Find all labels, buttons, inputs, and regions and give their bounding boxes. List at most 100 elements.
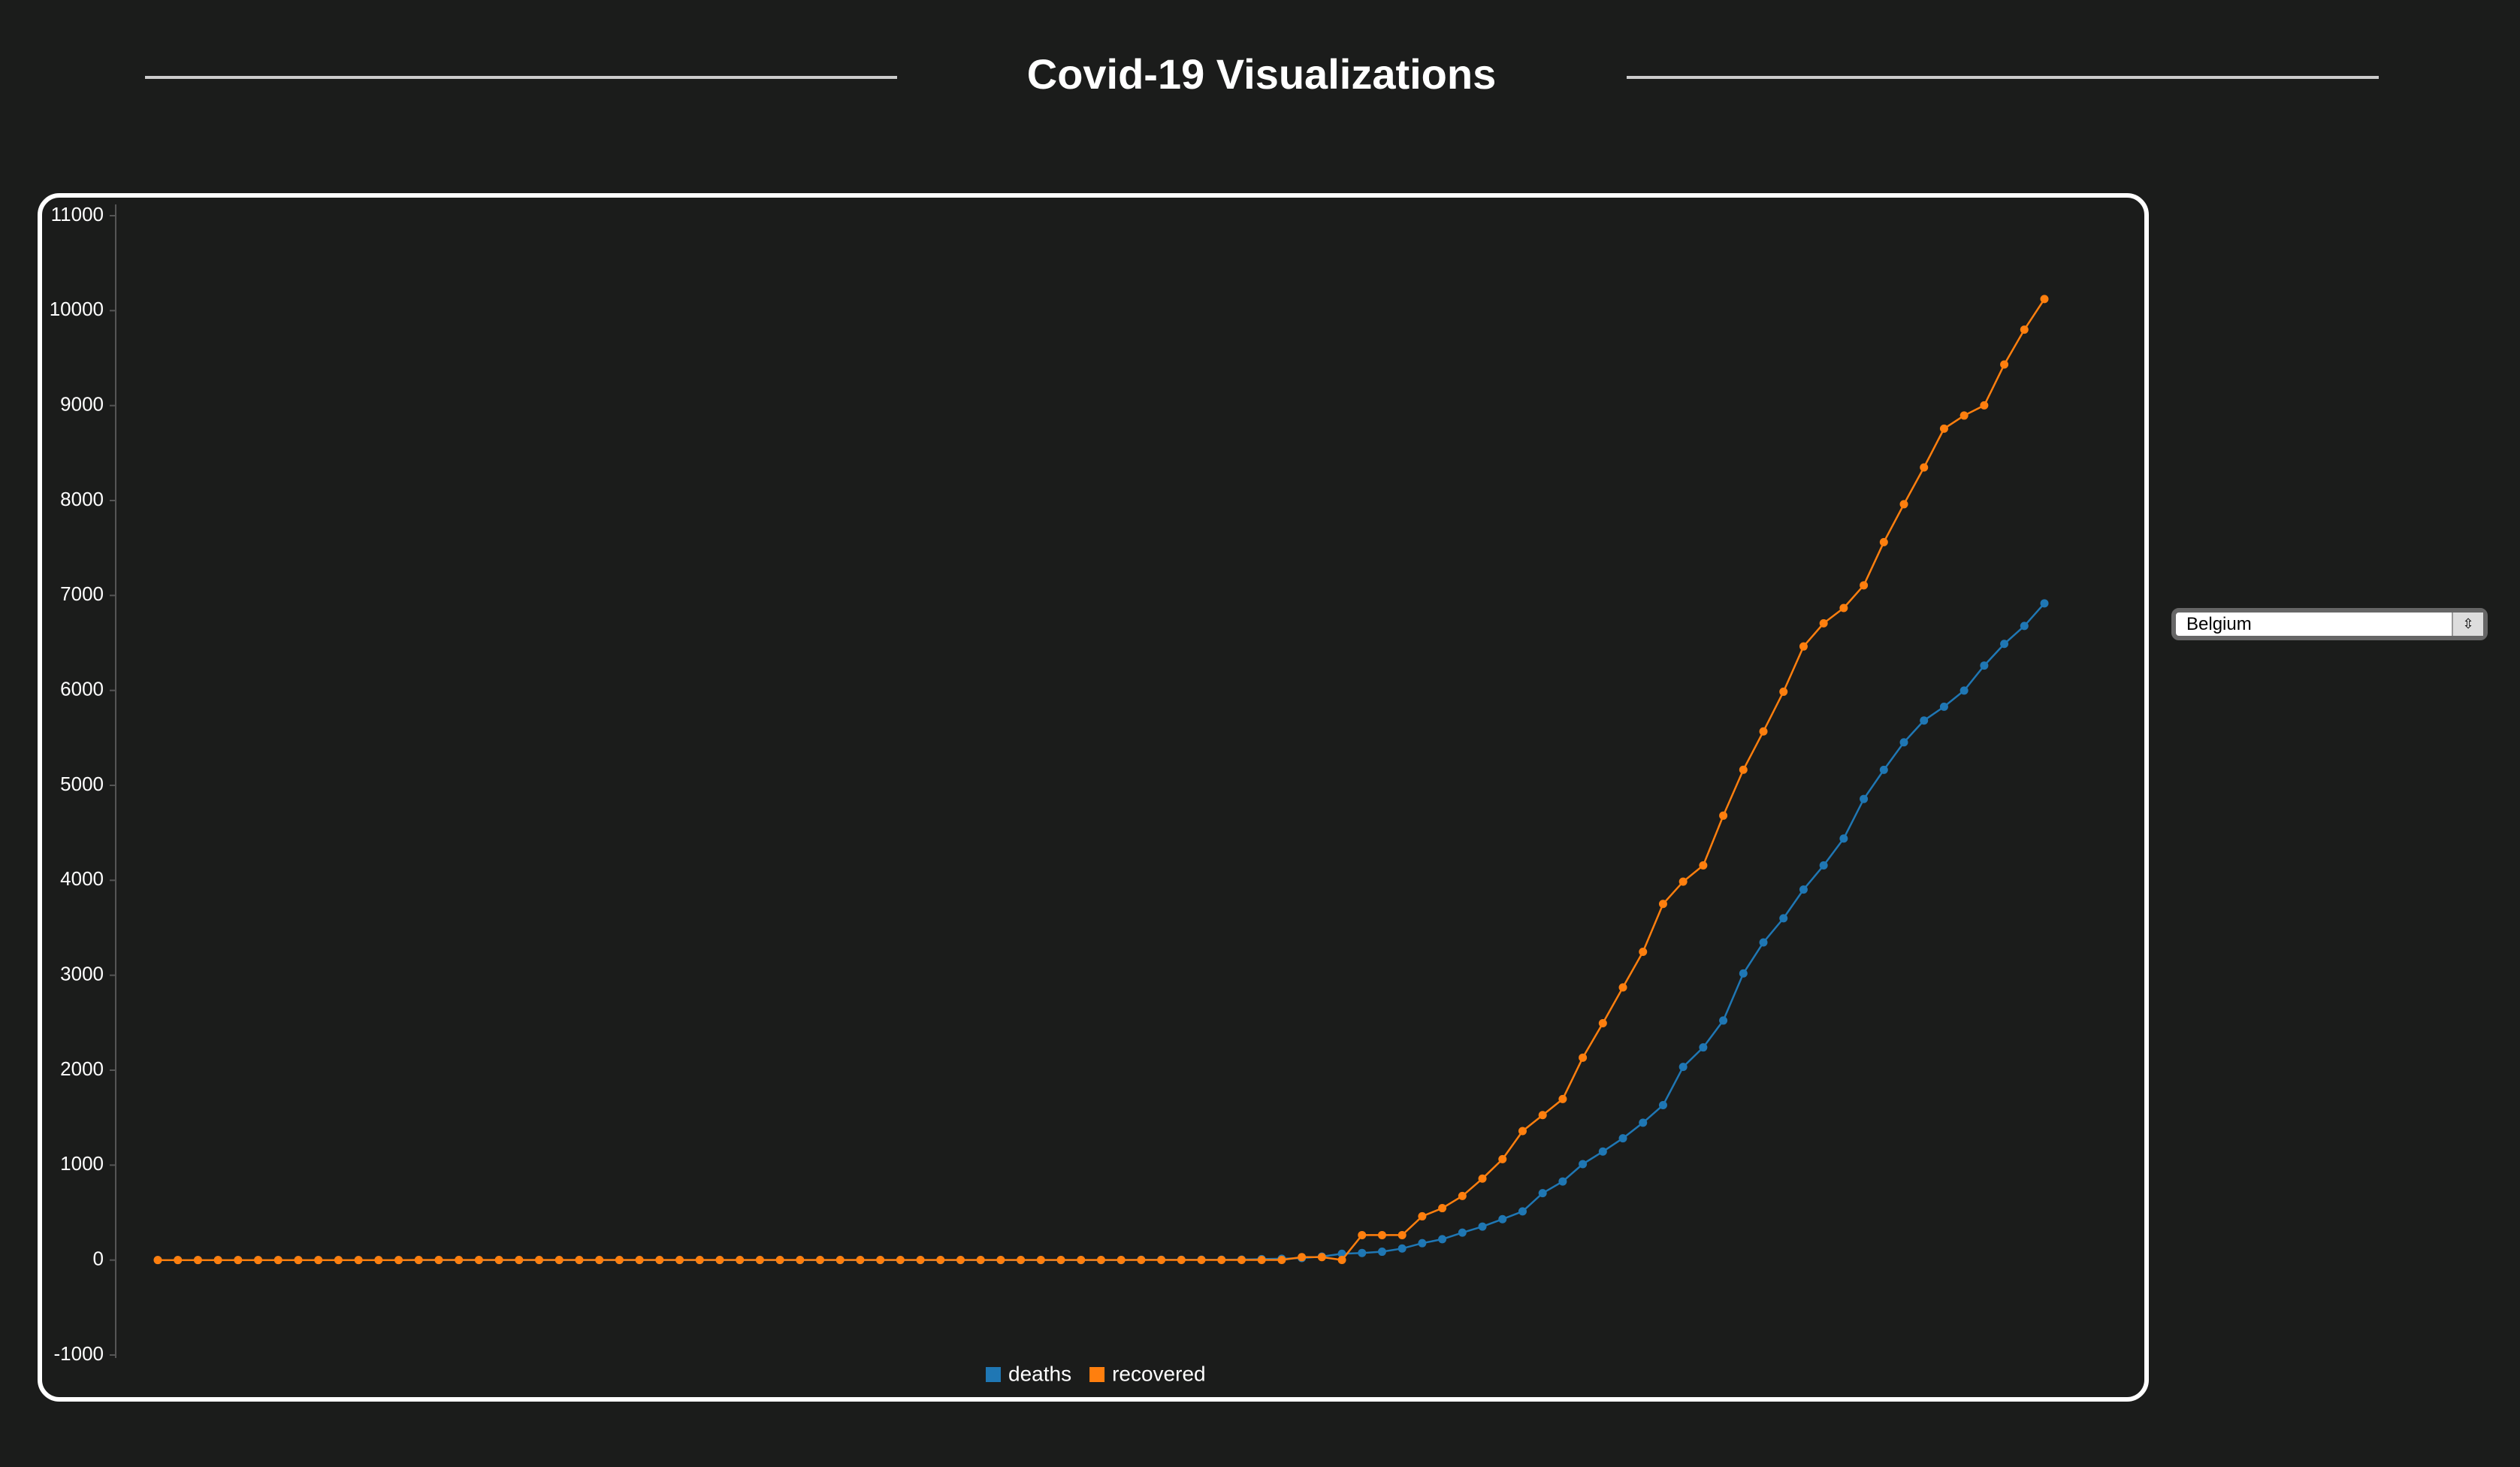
data-point bbox=[1899, 738, 1908, 747]
data-point bbox=[1839, 603, 1848, 613]
data-point bbox=[374, 1256, 383, 1265]
data-point bbox=[736, 1256, 745, 1265]
data-point bbox=[675, 1256, 684, 1265]
y-tick-label: 4000 bbox=[60, 867, 104, 890]
data-point bbox=[234, 1256, 243, 1265]
data-point bbox=[1579, 1160, 1588, 1169]
data-point bbox=[1518, 1127, 1527, 1136]
data-point bbox=[354, 1256, 363, 1265]
data-point bbox=[1458, 1191, 1467, 1200]
y-tick-label: 0 bbox=[93, 1248, 104, 1270]
data-point bbox=[1337, 1256, 1346, 1265]
data-point bbox=[434, 1256, 443, 1265]
data-point bbox=[254, 1256, 263, 1265]
data-point bbox=[1518, 1207, 1527, 1216]
data-point bbox=[1056, 1256, 1065, 1265]
data-point bbox=[494, 1256, 503, 1265]
data-point bbox=[273, 1256, 283, 1265]
data-point bbox=[595, 1256, 604, 1265]
data-point bbox=[1980, 661, 1989, 670]
data-point bbox=[1298, 1253, 1307, 1262]
data-point bbox=[816, 1256, 825, 1265]
data-point bbox=[1277, 1256, 1286, 1265]
data-point bbox=[1658, 900, 1667, 909]
data-point bbox=[2040, 295, 2049, 304]
data-point bbox=[1358, 1230, 1367, 1239]
data-point bbox=[916, 1256, 925, 1265]
series-line bbox=[158, 602, 2045, 1261]
data-point bbox=[1418, 1211, 1427, 1220]
data-point bbox=[1860, 581, 1869, 590]
country-select[interactable]: Belgium ⇳ bbox=[2171, 608, 2488, 640]
y-tick-label: 5000 bbox=[60, 773, 104, 795]
data-point bbox=[1177, 1256, 1186, 1265]
y-tick-label: 11000 bbox=[51, 203, 104, 225]
data-point bbox=[1478, 1174, 1487, 1183]
data-point bbox=[996, 1256, 1005, 1265]
data-point bbox=[1217, 1256, 1226, 1265]
data-point bbox=[314, 1256, 323, 1265]
data-point bbox=[1920, 463, 1929, 472]
page-title: Covid-19 Visualizations bbox=[1027, 50, 1496, 98]
selected-country: Belgium bbox=[2186, 614, 2252, 634]
data-point bbox=[1317, 1253, 1326, 1262]
data-point bbox=[856, 1256, 865, 1265]
data-point bbox=[615, 1256, 624, 1265]
data-point bbox=[1879, 765, 1888, 774]
data-point bbox=[976, 1256, 985, 1265]
data-point bbox=[1939, 424, 1948, 433]
data-point bbox=[1157, 1256, 1166, 1265]
data-point bbox=[1116, 1256, 1126, 1265]
data-point bbox=[1077, 1256, 1086, 1265]
data-point bbox=[554, 1256, 564, 1265]
data-point bbox=[193, 1256, 202, 1265]
data-point bbox=[294, 1256, 303, 1265]
data-point bbox=[213, 1256, 222, 1265]
data-point bbox=[715, 1256, 724, 1265]
y-tick-label: 9000 bbox=[60, 393, 104, 416]
data-point bbox=[1458, 1228, 1467, 1237]
y-tick-label: 8000 bbox=[60, 488, 104, 510]
data-point bbox=[1438, 1204, 1447, 1213]
data-point bbox=[1839, 834, 1848, 843]
data-point bbox=[1819, 619, 1828, 628]
data-point bbox=[1036, 1256, 1045, 1265]
data-point bbox=[1197, 1256, 1206, 1265]
y-tick-label: 10000 bbox=[50, 298, 104, 320]
data-point bbox=[1498, 1214, 1507, 1224]
data-point bbox=[2020, 622, 2029, 631]
legend-label: recovered bbox=[1112, 1362, 1206, 1385]
data-point bbox=[1899, 500, 1908, 509]
data-point bbox=[1959, 686, 1969, 695]
data-point bbox=[1779, 914, 1788, 923]
data-point bbox=[1017, 1256, 1026, 1265]
data-point bbox=[1558, 1177, 1567, 1186]
data-point bbox=[1678, 877, 1688, 886]
data-point bbox=[1678, 1063, 1688, 1072]
data-point bbox=[1237, 1256, 1246, 1265]
data-point bbox=[1980, 401, 1989, 410]
data-point bbox=[535, 1256, 544, 1265]
data-point bbox=[1558, 1094, 1567, 1103]
data-point bbox=[936, 1256, 945, 1265]
data-point bbox=[334, 1256, 343, 1265]
data-point bbox=[1097, 1256, 1105, 1265]
data-point bbox=[1397, 1244, 1407, 1253]
y-tick-label: 1000 bbox=[60, 1152, 104, 1175]
data-point bbox=[1819, 861, 1828, 870]
data-point bbox=[1478, 1222, 1487, 1231]
chart-frame bbox=[38, 193, 2149, 1402]
data-point bbox=[2000, 640, 2009, 649]
data-point bbox=[1799, 642, 1808, 651]
data-point bbox=[755, 1256, 764, 1265]
y-tick-label: 6000 bbox=[60, 678, 104, 700]
data-point bbox=[956, 1256, 965, 1265]
data-point bbox=[695, 1256, 704, 1265]
data-point bbox=[1719, 811, 1728, 820]
data-point bbox=[796, 1256, 805, 1265]
data-point bbox=[1939, 702, 1948, 711]
data-point bbox=[1418, 1239, 1427, 1248]
series-line bbox=[158, 298, 2046, 1261]
data-point bbox=[1639, 1118, 1648, 1127]
